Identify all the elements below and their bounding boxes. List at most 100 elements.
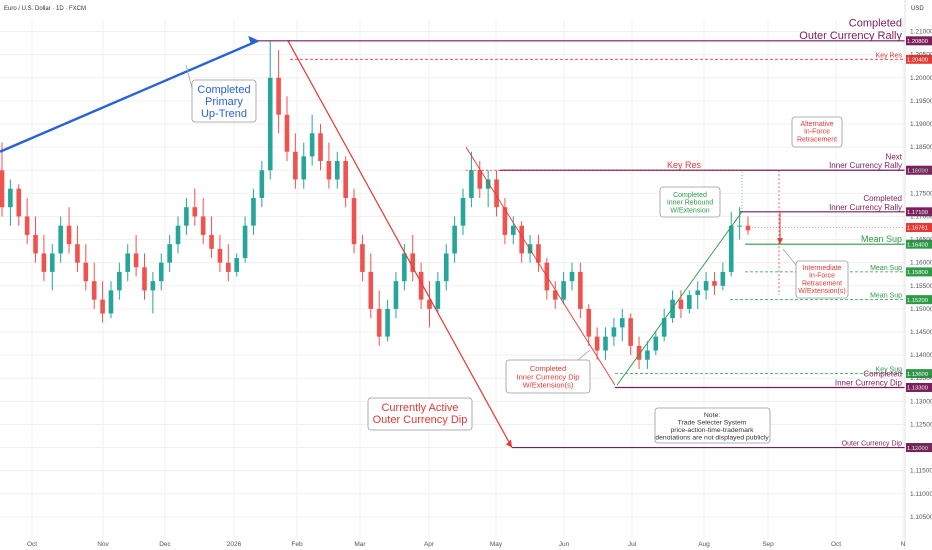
price-tag bbox=[906, 36, 932, 46]
chart-title: Euro / U.S. Dollar · 1D · FXCM bbox=[4, 6, 86, 12]
price-tag-text: 1.16400 bbox=[907, 242, 928, 248]
candle-body bbox=[226, 262, 231, 272]
candle-body bbox=[108, 290, 114, 314]
candle-body bbox=[695, 290, 701, 296]
candle-body bbox=[469, 170, 474, 198]
current-price-text: 1.16761 bbox=[907, 226, 928, 232]
x-tick-label: Oct bbox=[831, 541, 841, 548]
overlays: Completed Primary Up-Trend Currently Active… bbox=[0, 35, 849, 448]
candle-body bbox=[687, 295, 692, 309]
x-tick-label: Dec bbox=[159, 541, 171, 548]
y-tick-label: 1.11000 bbox=[910, 491, 932, 498]
candle-body bbox=[158, 262, 164, 282]
candle-body bbox=[242, 225, 248, 259]
level-label: Completed Outer Currency Rally bbox=[799, 18, 902, 42]
candle-body bbox=[611, 327, 617, 337]
candle-body bbox=[360, 244, 365, 272]
x-tick-label: Feb bbox=[291, 541, 303, 548]
y-tick-label: 1.11500 bbox=[910, 468, 932, 475]
candle-body bbox=[301, 156, 307, 180]
y-tick-label: 1.18000 bbox=[910, 167, 932, 174]
x-tick-label: N bbox=[901, 541, 906, 548]
y-tick-label: 1.20000 bbox=[910, 75, 932, 82]
x-axis: Oct Nov Dec 2026 Feb Mar Apr May Jun Jul Aug Sep Oct… bbox=[27, 541, 906, 548]
level-label: Mean Sup bbox=[861, 234, 902, 244]
uptrend-line bbox=[0, 39, 259, 153]
y-tick-label: 1.12000 bbox=[910, 445, 932, 452]
inner-dip-annotation: Completed Inner Currency Dip W/Extension(s… bbox=[517, 364, 580, 390]
level-label: Outer Currency Dip bbox=[842, 441, 902, 448]
candle-body bbox=[83, 262, 89, 282]
candle-body bbox=[142, 267, 147, 291]
candle-body bbox=[318, 133, 323, 161]
candle-body bbox=[586, 308, 592, 337]
alt-retrace-box bbox=[791, 116, 843, 148]
currency-label: USD bbox=[911, 6, 924, 12]
candle-body bbox=[653, 336, 659, 351]
candle-body bbox=[410, 253, 416, 272]
candle-body bbox=[91, 281, 97, 300]
candle-body bbox=[418, 271, 424, 300]
candle-body bbox=[343, 160, 348, 198]
candle-body bbox=[502, 207, 508, 235]
level-label: Key Sup bbox=[876, 367, 903, 374]
y-tick-label: 1.16500 bbox=[910, 237, 932, 244]
candle-body bbox=[33, 234, 38, 254]
candle-body bbox=[427, 299, 432, 309]
candle-body bbox=[251, 197, 256, 226]
int-retrace-annotation: Intermediate In-Force Retracement W/Extensi… bbox=[798, 265, 845, 295]
candle-body bbox=[309, 133, 315, 157]
int-retrace-arrowhead bbox=[777, 238, 783, 245]
y-tick-label: 1.19500 bbox=[910, 98, 932, 105]
y-tick-label: 1.12500 bbox=[910, 421, 932, 428]
uptrend-box bbox=[191, 79, 257, 123]
uptrend-pointer bbox=[185, 64, 193, 89]
x-tick-label: Nov bbox=[97, 541, 109, 548]
candle-body bbox=[217, 248, 223, 263]
int-retrace-pointer bbox=[782, 248, 797, 266]
candle-body bbox=[267, 77, 273, 171]
candle-body bbox=[100, 299, 105, 314]
candle-body bbox=[536, 244, 541, 263]
level-label: Mean Sup bbox=[870, 265, 902, 272]
current-price-tag bbox=[906, 222, 932, 232]
candle-body bbox=[125, 253, 131, 272]
candle-body bbox=[737, 225, 742, 227]
key-res-mid-annotation: Key Res bbox=[667, 160, 702, 170]
price-tag-text: 1.15800 bbox=[907, 270, 928, 276]
inner-rebound-line bbox=[616, 211, 743, 386]
x-tick-label: May bbox=[490, 541, 503, 548]
candle-body bbox=[477, 170, 483, 189]
inner-dip-box bbox=[505, 359, 591, 394]
price-tag bbox=[906, 239, 932, 249]
y-tick-label: 1.15000 bbox=[910, 306, 932, 313]
candle-body bbox=[150, 281, 156, 291]
candle-body bbox=[728, 225, 734, 272]
x-tick-label: Aug bbox=[698, 541, 710, 548]
candle-body bbox=[452, 225, 457, 254]
candle-body bbox=[24, 216, 30, 235]
y-tick-label: 1.10500 bbox=[910, 514, 932, 521]
level-label: Completed Inner Currency Dip bbox=[835, 370, 903, 388]
y-tick-label: 1.18500 bbox=[910, 144, 932, 151]
candle-body bbox=[712, 281, 717, 286]
price-tag-text: 1.13300 bbox=[907, 386, 928, 392]
candle-body bbox=[175, 225, 181, 245]
level-label: Key Res bbox=[876, 52, 903, 59]
candle-body bbox=[720, 271, 726, 286]
candle-body bbox=[234, 258, 240, 272]
candle-body bbox=[276, 77, 281, 115]
inner-dip-pointer bbox=[577, 349, 591, 361]
candle-body bbox=[293, 151, 298, 180]
candle-body bbox=[117, 271, 122, 291]
level-label: Mean Sup bbox=[870, 293, 902, 300]
candle-body bbox=[603, 336, 608, 351]
candle-body bbox=[351, 197, 357, 245]
candle-body bbox=[578, 271, 583, 309]
alt-retrace-annotation: Alternative In-Force Retracement bbox=[797, 121, 837, 143]
price-tag bbox=[906, 295, 932, 305]
candle-body bbox=[133, 253, 139, 268]
x-tick-label: Oct bbox=[27, 541, 37, 548]
price-tag bbox=[906, 369, 932, 379]
candle-body bbox=[485, 179, 491, 189]
